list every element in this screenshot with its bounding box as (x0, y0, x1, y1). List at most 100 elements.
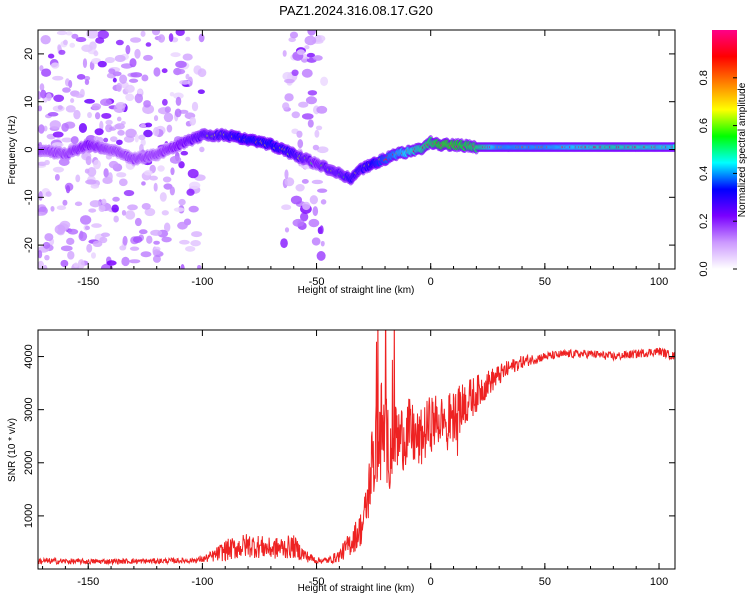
heatmap-cell (305, 96, 318, 105)
heatmap-cell (130, 72, 143, 78)
heatmap-cell (87, 112, 92, 119)
heatmap-cell (317, 188, 328, 193)
heatmap-cell (52, 166, 65, 173)
heatmap-cell (163, 112, 174, 123)
snr-series-line (38, 330, 675, 566)
heatmap-cell (295, 183, 305, 192)
heatmap-cell (316, 146, 329, 154)
snr-y-tick-label: 4000 (23, 344, 35, 368)
heatmap-cell (189, 116, 197, 126)
heatmap-cell (128, 259, 141, 264)
snr-frame (37, 329, 676, 570)
heatmap-cell (146, 235, 153, 244)
heatmap-cell (301, 68, 313, 78)
heatmap-cell (289, 31, 299, 39)
heatmap-cell (57, 44, 62, 52)
heatmap-cell (169, 91, 175, 97)
heatmap-cell (290, 195, 303, 205)
heatmap-cell (101, 112, 112, 119)
heatmap-cell (134, 134, 139, 143)
heatmap-cell (103, 137, 109, 143)
heatmap-cell (178, 161, 185, 169)
heatmap-cell (186, 188, 195, 196)
heatmap-cell (169, 186, 175, 196)
heatmap-cell (84, 225, 90, 231)
heatmap-cell (153, 249, 161, 255)
heatmap-cell (298, 101, 309, 108)
heatmap-cell (53, 94, 65, 102)
heatmap-cell (198, 33, 205, 43)
heatmap-cell (143, 100, 151, 108)
heatmap-cell (94, 128, 104, 136)
heatmap-cell (180, 150, 189, 156)
heatmap-cell (134, 217, 142, 227)
heatmap-cell (111, 204, 119, 213)
spectrogram-x-ticks: -150 -100 -50 0 50 100 (42, 30, 668, 288)
heatmap-cell (187, 168, 199, 179)
page-title: PAZ1.2024.316.08.17.G20 (279, 3, 433, 18)
heatmap-cell (281, 204, 292, 211)
heatmap-cell (114, 123, 125, 130)
heatmap-cell (100, 98, 112, 106)
heatmap-cell (128, 78, 139, 83)
heatmap-cell (73, 262, 79, 268)
heatmap-cell (161, 236, 172, 243)
heatmap-cell (91, 223, 102, 228)
heatmap-cell (115, 39, 124, 46)
heatmap-cell (320, 240, 325, 247)
heatmap-cell (284, 169, 289, 180)
heatmap-cell (91, 103, 102, 111)
spectrogram-x-axis-title: Height of straight line (km) (298, 285, 415, 296)
heatmap-cell (182, 53, 193, 61)
heatmap-cell (175, 30, 185, 37)
heatmap-cell (82, 58, 88, 69)
heatmap-cell (62, 199, 68, 206)
heatmap-cell (81, 44, 93, 52)
heatmap-cell (86, 243, 93, 253)
heatmap-cell (177, 221, 188, 230)
heatmap-cell (292, 218, 305, 227)
heatmap-cell (672, 144, 675, 151)
heatmap-cell (137, 89, 143, 95)
heatmap-cell (54, 174, 60, 181)
heatmap-cell (125, 128, 137, 139)
heatmap-cell (95, 37, 105, 44)
snr-x-tick-label: 50 (539, 576, 551, 588)
heatmap-cell (280, 238, 288, 249)
heatmap-cell (44, 233, 54, 242)
heatmap-cell (47, 112, 59, 117)
heatmap-cell (70, 136, 79, 145)
heatmap-cell (39, 65, 44, 72)
heatmap-cell (311, 179, 324, 185)
heatmap-cell (197, 89, 205, 95)
heatmap-cell (170, 167, 175, 176)
snr-y-ticks: 1000 2000 3000 4000 (23, 344, 675, 528)
heatmap-cell (58, 49, 66, 55)
snr-x-tick-label: -150 (77, 576, 99, 588)
heatmap-cell (54, 224, 66, 235)
heatmap-cell (104, 56, 115, 64)
heatmap-cell (112, 77, 117, 83)
heatmap-cell (291, 111, 300, 119)
heatmap-cell (151, 30, 161, 36)
heatmap-cell (78, 231, 88, 242)
heatmap-cell (132, 236, 143, 244)
heatmap-cell (116, 116, 122, 122)
heatmap-cell (108, 68, 116, 74)
heatmap-cell (109, 136, 118, 143)
heatmap-cell (89, 200, 102, 208)
heatmap-cell (161, 68, 168, 74)
heatmap-cell (73, 109, 81, 120)
heatmap-cell (296, 130, 303, 138)
spectrogram-y-tick-label: 0 (23, 146, 35, 152)
spectrogram-y-tick-label: -10 (23, 189, 35, 205)
heatmap-cell (57, 105, 63, 110)
heatmap-cell (316, 105, 328, 114)
heatmap-cell (129, 246, 140, 251)
heatmap-cell (38, 211, 47, 216)
heatmap-cell (153, 115, 159, 122)
heatmap-cell (168, 33, 174, 42)
heatmap-cell (307, 119, 314, 128)
heatmap-cell (153, 240, 160, 245)
snr-x-tick-label: -50 (309, 576, 325, 588)
